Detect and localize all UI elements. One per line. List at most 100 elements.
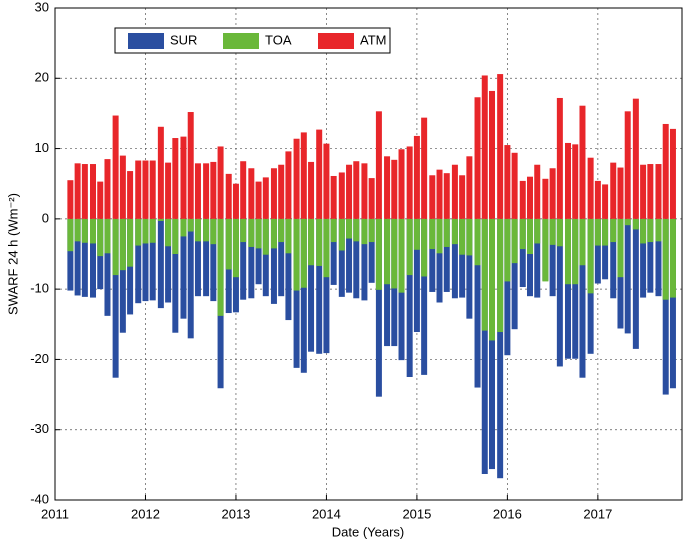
bar bbox=[142, 218, 149, 244]
bar bbox=[338, 218, 345, 297]
bar bbox=[579, 218, 586, 266]
y-tick-label: -10 bbox=[30, 281, 49, 296]
bar bbox=[511, 218, 518, 330]
bar bbox=[172, 138, 179, 219]
bar bbox=[293, 138, 300, 219]
bar bbox=[587, 157, 594, 219]
bar bbox=[104, 218, 111, 254]
bar bbox=[481, 75, 488, 219]
bar bbox=[655, 218, 662, 297]
bar bbox=[572, 144, 579, 219]
bar bbox=[165, 218, 172, 303]
bar bbox=[451, 218, 458, 245]
bar bbox=[323, 143, 330, 219]
bar bbox=[368, 218, 375, 243]
bar bbox=[669, 218, 676, 298]
bar bbox=[504, 218, 511, 282]
bar bbox=[587, 218, 594, 294]
bar bbox=[497, 218, 504, 333]
bar bbox=[527, 176, 533, 219]
bar bbox=[81, 164, 88, 219]
bar bbox=[135, 160, 142, 219]
bar bbox=[565, 142, 571, 219]
bar bbox=[149, 218, 156, 243]
bar bbox=[316, 218, 323, 354]
y-tick-label: 10 bbox=[35, 140, 49, 155]
bar bbox=[157, 218, 164, 309]
bar bbox=[203, 218, 210, 297]
bar bbox=[594, 218, 601, 246]
bar bbox=[459, 175, 466, 219]
y-tick-label: 0 bbox=[42, 210, 49, 225]
bar bbox=[74, 218, 81, 242]
bar bbox=[67, 180, 74, 219]
bar bbox=[180, 218, 187, 237]
bar bbox=[466, 218, 473, 319]
bar bbox=[142, 218, 149, 302]
bar bbox=[330, 218, 337, 243]
bar bbox=[240, 161, 247, 219]
bar bbox=[489, 218, 495, 470]
legend-label: TOA bbox=[265, 32, 292, 47]
bar bbox=[406, 146, 413, 219]
bar bbox=[534, 218, 541, 298]
bar bbox=[624, 218, 631, 226]
x-tick-label: 2015 bbox=[402, 506, 431, 521]
bar bbox=[149, 218, 156, 301]
bar bbox=[549, 218, 556, 297]
bar bbox=[632, 218, 639, 349]
bar bbox=[662, 123, 669, 219]
y-tick-label: 30 bbox=[35, 0, 49, 14]
bar bbox=[669, 218, 676, 389]
bar bbox=[270, 218, 277, 249]
bar bbox=[421, 218, 428, 375]
bar bbox=[632, 218, 639, 230]
legend-swatch bbox=[223, 33, 259, 49]
bar bbox=[594, 218, 601, 284]
bar bbox=[217, 218, 224, 316]
bar bbox=[504, 145, 511, 219]
bar bbox=[240, 218, 247, 243]
bar bbox=[210, 218, 217, 302]
bar bbox=[278, 218, 285, 297]
bar bbox=[436, 218, 443, 303]
bar bbox=[662, 218, 669, 395]
bar bbox=[285, 218, 292, 321]
x-tick-label: 2013 bbox=[221, 506, 250, 521]
bar bbox=[527, 218, 533, 254]
bar bbox=[172, 218, 179, 254]
bar bbox=[330, 175, 337, 219]
bar bbox=[602, 218, 609, 246]
bar bbox=[90, 164, 96, 219]
bar bbox=[556, 97, 563, 219]
bar bbox=[346, 164, 353, 219]
bar bbox=[579, 218, 586, 378]
bar bbox=[481, 218, 488, 474]
bar bbox=[617, 218, 624, 278]
bar bbox=[361, 163, 368, 219]
bar bbox=[255, 218, 262, 285]
bar bbox=[655, 164, 662, 219]
bar bbox=[534, 218, 541, 244]
legend-label: SUR bbox=[170, 32, 197, 47]
y-tick-label: -20 bbox=[30, 351, 49, 366]
bar bbox=[353, 218, 360, 299]
bar bbox=[579, 105, 586, 219]
bar bbox=[323, 218, 330, 278]
bar bbox=[429, 218, 436, 292]
bar bbox=[142, 160, 149, 219]
bar bbox=[262, 218, 269, 297]
bar bbox=[112, 115, 119, 219]
bar bbox=[497, 218, 504, 479]
bar bbox=[346, 218, 353, 293]
bar bbox=[285, 151, 292, 219]
bar bbox=[90, 218, 96, 244]
bar bbox=[248, 168, 255, 219]
bar bbox=[203, 218, 210, 242]
bar bbox=[240, 218, 247, 300]
bar bbox=[194, 163, 201, 219]
bar bbox=[647, 218, 654, 293]
bar bbox=[308, 161, 315, 219]
bar bbox=[127, 218, 134, 267]
bar bbox=[81, 218, 88, 297]
